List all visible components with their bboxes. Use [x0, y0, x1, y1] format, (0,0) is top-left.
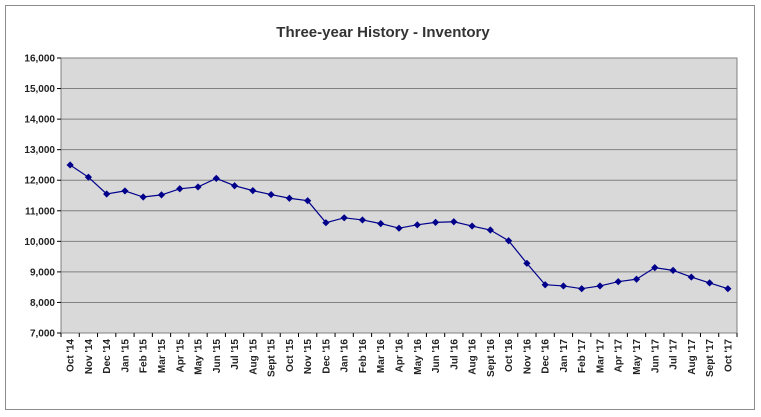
x-tick-label: Jan '16	[340, 339, 351, 373]
y-tick-label: 8,000	[30, 298, 55, 309]
x-tick-label: Mar '17	[595, 339, 606, 374]
data-point-marker	[669, 266, 677, 274]
data-point-marker	[194, 183, 202, 191]
data-point-marker	[304, 197, 312, 205]
x-tick-label: Feb '15	[139, 339, 150, 373]
data-point-marker	[322, 219, 330, 227]
x-tick-label: Nov '15	[303, 339, 314, 375]
x-tick-label: Nov '16	[522, 339, 533, 375]
chart-title: Three-year History - Inventory	[276, 24, 490, 41]
data-point-marker	[468, 222, 476, 230]
data-point-marker	[413, 221, 421, 229]
x-tick-label: Jan '17	[559, 339, 570, 373]
data-point-marker	[450, 218, 458, 226]
x-tick-label: Apr '17	[614, 339, 625, 373]
data-point-marker	[377, 220, 385, 228]
data-point-marker	[139, 193, 147, 201]
x-tick-label: Aug '15	[248, 339, 259, 375]
data-point-marker	[541, 281, 549, 289]
x-tick-label: Dec '15	[321, 339, 332, 374]
y-tick-label: 15,000	[24, 84, 55, 95]
data-point-marker	[578, 285, 586, 293]
data-point-marker	[505, 237, 513, 245]
x-tick-label: Dec '16	[541, 339, 552, 374]
data-point-marker	[705, 279, 714, 287]
data-point-marker	[632, 275, 641, 283]
data-point-marker	[687, 273, 695, 281]
data-point-marker	[651, 264, 659, 272]
data-point-marker	[285, 194, 293, 202]
x-tick-label: Jun '16	[431, 339, 442, 373]
x-tick-label: Feb '16	[358, 339, 369, 373]
data-point-marker	[176, 185, 184, 193]
y-tick-label: 9,000	[30, 267, 55, 278]
data-point-marker	[84, 173, 93, 181]
x-tick-label: Apr '15	[175, 339, 186, 373]
data-point-marker	[395, 224, 403, 232]
x-tick-label: May '17	[632, 339, 643, 375]
x-tick-label: Feb '17	[577, 339, 588, 373]
data-point-marker	[212, 174, 220, 182]
y-axis: 7,000 8,000 9,000 10,000 11,000 12,000 13,000 1…	[24, 54, 61, 340]
y-tick-label: 14,000	[24, 115, 55, 126]
x-tick-label: Jan '15	[120, 339, 131, 373]
x-tick-label: Jul '17	[669, 339, 680, 370]
x-tick-label: Oct '15	[285, 339, 296, 372]
y-tick-label: 16,000	[24, 54, 55, 65]
x-tick-label: Oct '17	[723, 339, 734, 372]
x-tick-label: May '15	[194, 339, 205, 375]
data-point-marker	[614, 278, 622, 286]
data-point-marker	[66, 161, 74, 169]
data-point-marker	[249, 187, 257, 195]
x-tick-label: Dec '14	[102, 339, 113, 374]
x-tick-label: Jul '16	[449, 339, 460, 370]
x-tick-label: Jul '15	[230, 339, 241, 370]
x-tick-label: Mar '15	[157, 339, 168, 374]
x-tick-label: Oct '14	[66, 339, 77, 372]
x-tick-label: Apr '16	[395, 339, 406, 373]
x-tick-label: Mar '16	[376, 339, 387, 374]
x-tick-label: Jun '17	[650, 339, 661, 373]
series-inventory	[66, 161, 732, 293]
x-tick-label: Oct '16	[504, 339, 515, 372]
x-tick-label: Sept '17	[705, 339, 716, 377]
y-tick-label: 10,000	[24, 237, 55, 248]
data-point-marker	[157, 191, 166, 199]
x-tick-label: Nov '14	[84, 339, 95, 375]
data-point-marker	[103, 190, 111, 198]
x-tick-label: Jun '15	[212, 339, 223, 373]
data-point-marker	[431, 218, 440, 226]
data-point-marker	[724, 285, 732, 293]
data-point-marker	[559, 282, 568, 290]
x-tick-label: Aug '16	[468, 339, 479, 375]
plot-area	[60, 57, 738, 334]
data-point-marker	[523, 259, 531, 267]
gridlines	[61, 88, 737, 303]
x-tick-label: Sept '15	[267, 339, 278, 377]
data-point-marker	[230, 182, 239, 190]
y-tick-label: 7,000	[30, 329, 55, 340]
x-axis: Oct '14 Nov '14 Dec '14 Jan '15 Feb '15 Mar '…	[60, 333, 738, 377]
y-tick-label: 12,000	[24, 176, 55, 187]
data-point-marker	[267, 190, 275, 199]
data-point-marker	[121, 187, 129, 195]
x-tick-label: May '16	[413, 339, 424, 375]
y-tick-label: 11,000	[25, 206, 55, 217]
data-point-marker	[358, 216, 367, 224]
x-tick-label: Aug '17	[687, 339, 698, 375]
data-point-marker	[486, 226, 494, 234]
data-point-marker	[596, 282, 604, 290]
data-point-marker	[340, 214, 348, 222]
x-tick-label: Sept '16	[486, 339, 497, 377]
y-tick-label: 13,000	[24, 145, 55, 156]
